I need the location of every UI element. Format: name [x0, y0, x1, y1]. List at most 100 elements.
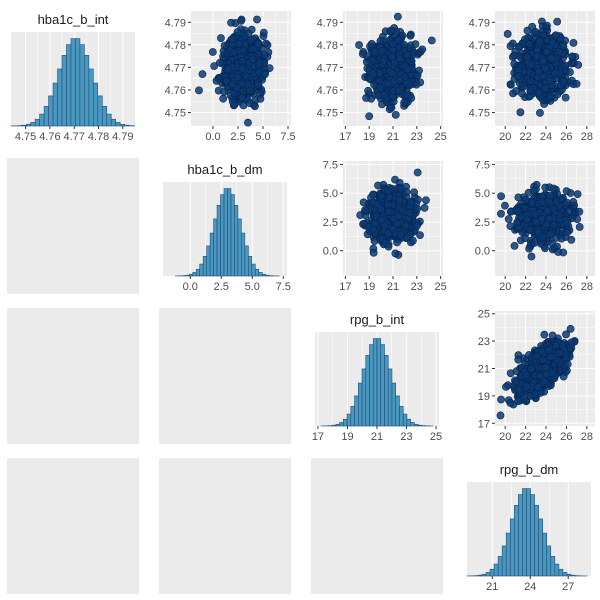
- scatter-point: [369, 248, 378, 257]
- scatter-point: [535, 37, 544, 46]
- scatter-point: [195, 86, 203, 95]
- histogram-bar: [365, 355, 370, 427]
- scatter-point: [559, 372, 568, 381]
- histogram-bar: [485, 572, 491, 577]
- scatter-points: [503, 17, 583, 117]
- scatter-point: [375, 69, 384, 78]
- scatter-point: [541, 244, 549, 253]
- y-tick-label: 23: [478, 336, 490, 348]
- histogram-bar: [30, 122, 36, 127]
- scatter-point: [411, 40, 420, 49]
- scatter-point: [387, 26, 395, 35]
- scatter-point: [514, 42, 523, 51]
- scatter-point: [565, 206, 573, 215]
- scatter-point: [553, 90, 562, 99]
- scatter-point: [227, 18, 235, 27]
- scatter-point: [522, 371, 531, 379]
- histogram-bar: [346, 413, 352, 427]
- histogram-bar: [354, 395, 359, 427]
- empty-panel: [311, 458, 443, 594]
- empty-panel: [159, 308, 291, 444]
- histogram-bar: [331, 424, 337, 427]
- histogram-bar: [477, 574, 483, 577]
- scatter-point: [384, 242, 393, 251]
- y-tick-label: 7.5: [323, 159, 338, 171]
- x-tick-label: 25: [434, 131, 446, 143]
- histogram-bar: [216, 205, 221, 277]
- scatter-point: [547, 54, 556, 63]
- scatter-point: [395, 75, 404, 84]
- histogram-bar: [199, 263, 204, 277]
- histogram-bar: [509, 518, 515, 577]
- empty-panel: [7, 308, 139, 444]
- histogram-bar: [399, 406, 404, 427]
- panel-r3-c0: [7, 458, 139, 594]
- scatter-point: [549, 204, 558, 213]
- panel-r1-c2: 17 19 21 23 25 0.0 2.5 5.0 7.5: [323, 159, 447, 293]
- scatter-point: [510, 51, 518, 60]
- scatter-point: [228, 80, 237, 89]
- scatter-point: [383, 79, 392, 88]
- scatter-point: [220, 41, 229, 50]
- histogram-bar: [558, 568, 564, 577]
- histogram-bar: [57, 68, 63, 127]
- scatter-point: [402, 188, 411, 196]
- x-tick-label: 4.77: [64, 131, 85, 143]
- histogram-bar: [358, 382, 363, 427]
- scatter-point: [510, 242, 519, 250]
- x-tick-label: 20: [499, 131, 511, 143]
- scatter-point: [573, 190, 582, 199]
- scatter-point: [416, 231, 424, 239]
- panel-r1-c1: hba1c_b_dm 0.0 2.5 5.0 7.5: [163, 162, 291, 293]
- panel-r3-c3: rpg_b_dm 21 24 27: [466, 462, 591, 593]
- scatter-point: [393, 12, 402, 21]
- scatter-point: [389, 40, 398, 48]
- scatter-point: [516, 108, 525, 117]
- scatter-point: [391, 249, 400, 258]
- scatter-point: [563, 218, 572, 227]
- x-tick-label: 5.0: [245, 281, 260, 293]
- scatter-point: [216, 58, 224, 67]
- y-tick-label: 4.78: [317, 40, 338, 52]
- scatter-point: [527, 364, 536, 373]
- scatter-point: [539, 57, 547, 66]
- x-tick-label: 20: [499, 431, 511, 443]
- scatter-point: [497, 395, 505, 404]
- panel-r3-c1: [159, 458, 291, 594]
- x-tick-label: 21: [387, 281, 399, 293]
- scatter-point: [541, 64, 550, 73]
- scatter-point: [234, 73, 242, 82]
- histogram-bar: [227, 188, 232, 277]
- scatter-point: [410, 188, 419, 197]
- panel-r2-c3: 20 22 24 26 28 17 19 21 23 25: [478, 309, 595, 443]
- histogram-bar: [119, 123, 125, 127]
- y-tick-label: 4.75: [317, 107, 338, 119]
- scatter-point: [542, 370, 551, 379]
- x-tick-label: 20: [499, 281, 511, 293]
- scatter-point: [523, 53, 532, 62]
- scatter-point: [530, 239, 539, 247]
- scatter-point: [507, 80, 515, 89]
- scatter-point: [573, 215, 582, 224]
- x-tick-label: 4.75: [15, 131, 36, 143]
- histogram-bar: [237, 218, 242, 277]
- histogram-bar: [209, 232, 214, 277]
- scatter-point: [524, 188, 533, 197]
- histogram-bar: [489, 568, 495, 577]
- scatter-point: [514, 71, 522, 80]
- scatter-point: [546, 230, 555, 239]
- scatter-point: [395, 54, 404, 63]
- scatter-point: [254, 81, 263, 89]
- x-tick-label: 24: [524, 581, 536, 593]
- x-tick-label: 7.5: [276, 281, 291, 293]
- histogram-bar: [350, 406, 355, 427]
- scatter-point: [361, 205, 370, 214]
- scatter-point: [400, 98, 408, 107]
- scatter-point: [409, 236, 417, 245]
- scatter-point: [534, 67, 543, 76]
- scatter-point: [546, 76, 555, 85]
- histogram-bar: [97, 95, 103, 127]
- scatter-point: [566, 324, 575, 333]
- x-tick-label: 21: [486, 581, 498, 593]
